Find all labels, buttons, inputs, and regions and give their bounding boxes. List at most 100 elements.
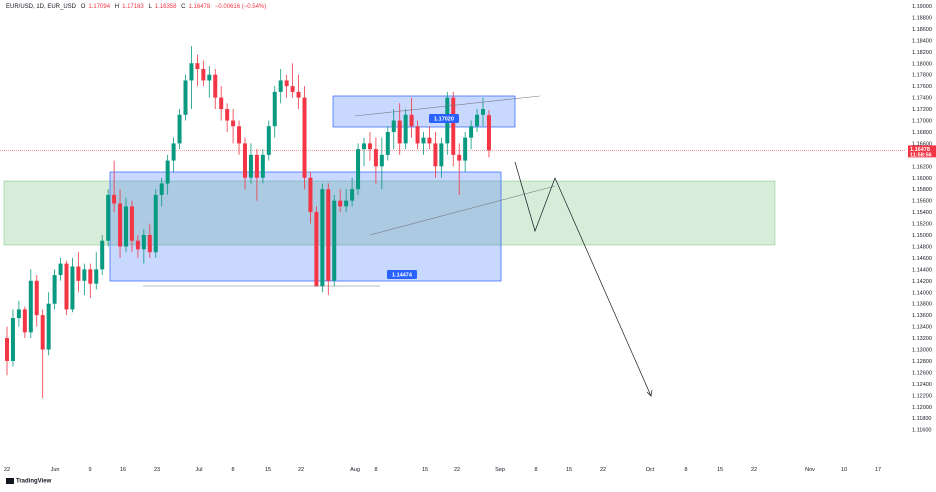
brand-label: TradingView — [16, 478, 52, 485]
candle-body — [219, 97, 224, 110]
candle-body — [112, 194, 117, 204]
price-tick-label: 1.12400 — [912, 382, 932, 388]
price-axis[interactable]: 1.19000 1.18800 1.18600 1.18400 1.18200 1.180… — [908, 4, 936, 434]
candle-body — [266, 126, 271, 155]
current-price-tag — [908, 145, 936, 158]
low-value: 1.16358 — [154, 4, 177, 10]
candle-body — [213, 74, 218, 98]
candle-body — [243, 143, 247, 178]
price-tick-label: 1.13800 — [912, 302, 932, 308]
time-tick-label: Jul — [195, 467, 202, 473]
candle-body — [189, 63, 194, 81]
open-value: 1.17094 — [88, 4, 111, 10]
candle-body — [5, 338, 9, 361]
candle-body — [463, 137, 468, 161]
price-tick-label: 1.17800 — [912, 73, 932, 79]
candle-body — [159, 183, 164, 195]
price-tick-label: 1.15800 — [912, 187, 932, 193]
time-tick-label: 23 — [154, 467, 160, 473]
candle-body — [100, 240, 105, 270]
candle-body — [76, 266, 81, 281]
time-axis[interactable]: 22 Jun 9 16 23 Jul 8 15 22 Aug 8 15 22 Sep 8 15 22 Oct 8 15… — [4, 467, 881, 473]
candle-body — [106, 194, 111, 241]
close-value: 1.16478 — [188, 4, 211, 10]
upper-trendline — [354, 95, 541, 117]
high-key: H — [114, 4, 120, 10]
price-tick-label: 1.13200 — [912, 336, 932, 342]
candle-body — [385, 131, 390, 155]
candle-body — [52, 275, 57, 304]
candle-body — [486, 115, 491, 151]
candle-body — [135, 240, 140, 250]
candle-body — [296, 91, 301, 98]
price-tick-label: 1.15200 — [912, 222, 932, 228]
time-tick-label: 8 — [534, 467, 537, 473]
time-tick-label: 15 — [566, 467, 572, 473]
candle-body — [183, 80, 188, 115]
candle-body — [397, 120, 402, 144]
candle-body — [338, 200, 343, 207]
price-tick-label: 1.12800 — [912, 359, 932, 365]
change-value: −0.00616 (−0.54%) — [214, 4, 267, 10]
candle-body — [451, 97, 456, 155]
candle-body — [284, 80, 289, 87]
candle-body — [421, 137, 426, 144]
candle-body — [433, 143, 438, 167]
time-tick-label: 22 — [600, 467, 606, 473]
price-tick-label: 1.16800 — [912, 130, 932, 136]
candle-body — [64, 263, 69, 310]
candle-body — [314, 212, 319, 287]
price-tick-label: 1.12200 — [912, 393, 932, 399]
candle-body — [350, 189, 355, 201]
symbol-label[interactable]: EUR/USD, 1D, EUR_USD — [6, 4, 77, 10]
time-tick-label: 10 — [841, 467, 847, 473]
low-key: L — [148, 4, 152, 10]
candle-body — [225, 109, 230, 121]
high-value: 1.17183 — [122, 4, 144, 10]
candle-body — [308, 177, 313, 213]
candle-body — [379, 154, 384, 167]
price-tick-label: 1.16000 — [912, 176, 932, 182]
candle-body — [403, 114, 408, 144]
candle-body — [22, 309, 27, 333]
time-tick-label: Aug — [350, 467, 360, 473]
price-tick-label: 1.18000 — [912, 61, 932, 67]
price-tick-label: 1.16200 — [912, 164, 932, 170]
time-tick-label: 8 — [684, 467, 687, 473]
price-tick-label: 1.15000 — [912, 233, 932, 239]
price-tick-label: 1.18800 — [912, 15, 932, 21]
candle-body — [254, 154, 259, 178]
time-tick-label: Sep — [495, 467, 505, 473]
price-tick-label: 1.14800 — [912, 244, 932, 250]
candle-body — [70, 266, 75, 310]
candle-body — [356, 149, 361, 190]
time-tick-label: 22 — [454, 467, 460, 473]
price-tick-label: 1.18400 — [912, 38, 932, 44]
candle-body — [367, 143, 372, 150]
candle-body — [469, 126, 474, 138]
candle-body — [332, 200, 337, 281]
chart-header: EUR/USD, 1D, EUR_USD O 1.17094 H 1.17183 L… — [6, 4, 269, 10]
candle-body — [409, 114, 414, 127]
projection-path — [514, 161, 652, 397]
candle-body — [373, 149, 378, 167]
candle-body — [475, 114, 480, 127]
candle-body — [124, 206, 128, 247]
upper-range-label: 1.17020 — [434, 117, 454, 123]
candle-body — [320, 189, 325, 287]
current-price-value: 1.16478 — [910, 147, 930, 153]
price-tick-label: 1.12600 — [912, 370, 932, 376]
candle-body — [58, 263, 63, 276]
candle-body — [165, 160, 170, 184]
time-tick-label: 17 — [875, 467, 881, 473]
candle-body — [177, 114, 182, 144]
time-tick-label: Oct — [646, 467, 655, 473]
tradingview-logo[interactable]: TradingView — [6, 478, 51, 485]
price-tick-label: 1.13600 — [912, 313, 932, 319]
candle-body — [118, 203, 123, 247]
price-tick-label: 1.17000 — [912, 119, 932, 125]
candle-body — [290, 86, 295, 92]
candle-body — [326, 189, 331, 281]
time-tick-label: 15 — [422, 467, 428, 473]
